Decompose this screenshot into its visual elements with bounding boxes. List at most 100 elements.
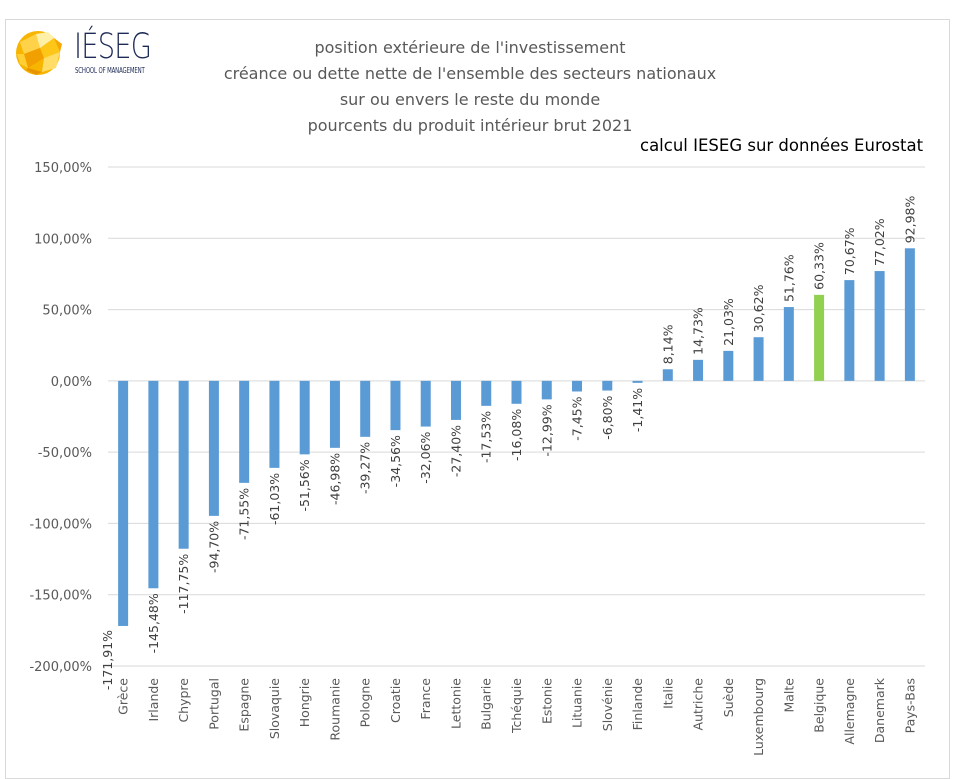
bar-chypre [178, 380, 189, 549]
y-tick-label: -50,00% [38, 446, 92, 461]
bar-irlande [148, 380, 159, 589]
data-label: 70,67% [842, 227, 857, 275]
bar-tch-quie [511, 380, 522, 404]
bar-espagne [239, 380, 250, 483]
x-tick-label: Lettonie [448, 678, 463, 729]
data-label: -117,75% [176, 554, 191, 614]
bar-lituanie [572, 380, 583, 392]
x-tick-label: Autriche [691, 678, 706, 731]
data-label: -46,98% [327, 453, 342, 505]
x-tick-label: Suède [721, 678, 736, 717]
bar-roumanie [329, 380, 340, 448]
bar-bulgarie [481, 380, 492, 406]
y-axis-labels: 150,00% 100,00% 50,00% 0,00% -50,00% -100,00%… [29, 161, 92, 675]
bar-croatie [390, 380, 401, 431]
x-tick-label: Irlande [146, 678, 161, 722]
ieseg-logo: IÉSEG SCHOOL OF MANAGEMENT [14, 27, 164, 79]
bar-hongrie [299, 380, 310, 455]
globe-icon [16, 31, 62, 75]
x-tick-label: Lituanie [570, 678, 585, 728]
y-tick-label: 0,00% [51, 375, 92, 390]
y-tick-label: -200,00% [29, 660, 92, 675]
data-label: -6,80% [600, 395, 615, 439]
x-tick-label: Allemagne [842, 678, 857, 745]
x-axis-labels: Grèce Irlande Chypre Portugal Espagne Slovaqu… [116, 677, 918, 756]
x-tick-label: Tchéquie [509, 678, 524, 734]
x-tick-label: Chypre [176, 678, 191, 723]
bar-lettonie [450, 380, 461, 420]
data-label: 8,14% [660, 324, 675, 364]
logo-wordmark: IÉSEG [74, 27, 152, 67]
bar-slovaquie [269, 380, 280, 468]
bar-luxembourg [753, 337, 764, 381]
y-tick-label: -100,00% [29, 517, 92, 532]
data-label: 14,73% [691, 307, 706, 355]
data-label: -32,06% [418, 431, 433, 483]
bar-belgique [814, 294, 825, 381]
bar-estonie [541, 380, 552, 400]
x-tick-label: Pays-Bas [902, 678, 917, 733]
x-tick-label: Italie [660, 678, 675, 709]
bar-malte [783, 307, 794, 381]
bar-slov-nie [602, 380, 613, 391]
x-tick-label: Croatie [388, 678, 403, 723]
data-label: 92,98% [902, 196, 917, 244]
data-label: -34,56% [388, 435, 403, 487]
y-tick-label: -150,00% [29, 589, 92, 604]
bar-france [420, 380, 431, 427]
x-tick-label: Danemark [872, 677, 887, 743]
x-tick-label: Portugal [206, 678, 221, 730]
bar-gr-ce [118, 380, 129, 626]
chart-title-line-3: sur ou envers le reste du monde [339, 90, 601, 109]
bar-portugal [208, 380, 219, 516]
data-label: -1,41% [630, 388, 645, 432]
data-label: -7,45% [570, 396, 585, 440]
x-tick-label: Roumanie [327, 678, 342, 741]
data-label: 60,33% [812, 242, 827, 290]
data-label: -145,48% [146, 593, 161, 653]
data-label: -27,40% [448, 425, 463, 477]
x-tick-label: Estonie [539, 678, 554, 724]
logo-subtitle: SCHOOL OF MANAGEMENT [75, 66, 145, 75]
x-tick-label: Slovaquie [267, 678, 282, 739]
data-label: -94,70% [206, 521, 221, 573]
y-tick-label: 50,00% [42, 304, 92, 319]
data-label: -12,99% [539, 404, 554, 456]
source-note: calcul IESEG sur données Eurostat [640, 136, 924, 155]
data-label: -61,03% [267, 473, 282, 525]
x-tick-label: Slovénie [600, 678, 615, 732]
x-tick-label: France [418, 678, 433, 720]
bar-su-de [723, 350, 734, 381]
data-label: -16,08% [509, 409, 524, 461]
chart-title-line-2: créance ou dette nette de l'ensemble des… [223, 64, 717, 83]
x-tick-label: Grèce [116, 678, 131, 715]
data-label: -71,55% [237, 488, 252, 540]
bar-autriche [693, 359, 704, 381]
data-label: -51,56% [297, 459, 312, 511]
x-tick-label: Hongrie [297, 678, 312, 728]
x-tick-label: Finlande [630, 678, 645, 731]
bar-pays-bas [904, 248, 915, 381]
data-label: 51,76% [781, 254, 796, 302]
chart-frame [5, 19, 950, 779]
x-tick-label: Pologne [358, 678, 373, 728]
y-tick-label: 150,00% [34, 161, 92, 176]
data-labels: -171,91% -145,48% -117,75% -94,70% -71,55% -6… [100, 196, 917, 691]
bar-finlande [632, 380, 643, 383]
data-label: 21,03% [721, 298, 736, 346]
data-label: -171,91% [100, 630, 115, 690]
x-tick-label: Luxembourg [751, 678, 766, 756]
x-tick-label: Bulgarie [479, 678, 494, 730]
bar-pologne [360, 380, 371, 437]
chart-title-line-4: pourcents du produit intérieur brut 2021 [307, 116, 633, 135]
data-label: -39,27% [358, 442, 373, 494]
bars [118, 248, 915, 626]
x-tick-label: Belgique [812, 678, 827, 733]
y-tick-label: 100,00% [34, 232, 92, 247]
data-label: -17,53% [479, 411, 494, 463]
x-tick-label: Malte [781, 678, 796, 713]
x-tick-label: Espagne [237, 678, 252, 732]
bar-italie [662, 369, 673, 381]
bar-danemark [874, 271, 885, 381]
